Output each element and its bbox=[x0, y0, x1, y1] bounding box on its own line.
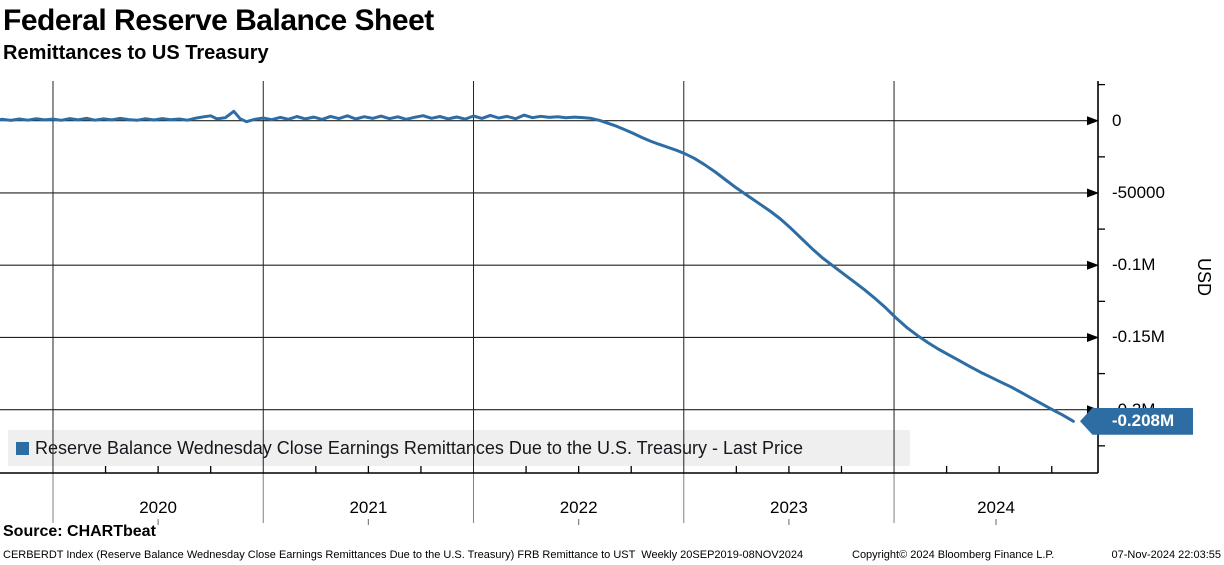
y-tick-label: -50000 bbox=[1112, 182, 1165, 202]
axis-arrow-icon bbox=[1087, 260, 1099, 270]
footer-timestamp: 07-Nov-2024 22:03:55 bbox=[1111, 549, 1221, 561]
last-price-value: -0.208M bbox=[1111, 411, 1175, 431]
source-label: Source: CHARTbeat bbox=[3, 523, 156, 540]
x-tick-label: 2020 bbox=[139, 498, 178, 517]
y-tick-label: -0.1M bbox=[1112, 255, 1156, 275]
series-line bbox=[0, 109, 1075, 423]
last-price-badge: -0.208M bbox=[1080, 407, 1193, 435]
page-subtitle: Remittances to US Treasury bbox=[3, 42, 269, 64]
legend: Reserve Balance Wednesday Close Earnings… bbox=[8, 430, 910, 466]
footer-copyright: Copyright© 2024 Bloomberg Finance L.P. bbox=[852, 549, 1055, 561]
legend-series-label: Reserve Balance Wednesday Close Earnings… bbox=[35, 437, 804, 458]
y-axis-unit-label: USD bbox=[1194, 258, 1214, 297]
page-title: Federal Reserve Balance Sheet bbox=[3, 4, 434, 37]
footer-description: CERBERDT Index (Reserve Balance Wednesda… bbox=[3, 549, 804, 561]
x-tick-label: 2022 bbox=[559, 498, 598, 517]
y-tick-label: 0 bbox=[1112, 110, 1122, 130]
axis-arrow-icon bbox=[1087, 116, 1099, 126]
y-tick-label: -0.15M bbox=[1112, 327, 1165, 347]
axis-arrow-icon bbox=[1087, 332, 1099, 342]
x-tick-label: 2023 bbox=[769, 498, 808, 517]
x-tick-label: 2021 bbox=[349, 498, 388, 517]
axis-arrow-icon bbox=[1087, 188, 1099, 198]
x-tick-label: 2024 bbox=[977, 498, 1015, 517]
legend-series-marker bbox=[16, 441, 29, 455]
